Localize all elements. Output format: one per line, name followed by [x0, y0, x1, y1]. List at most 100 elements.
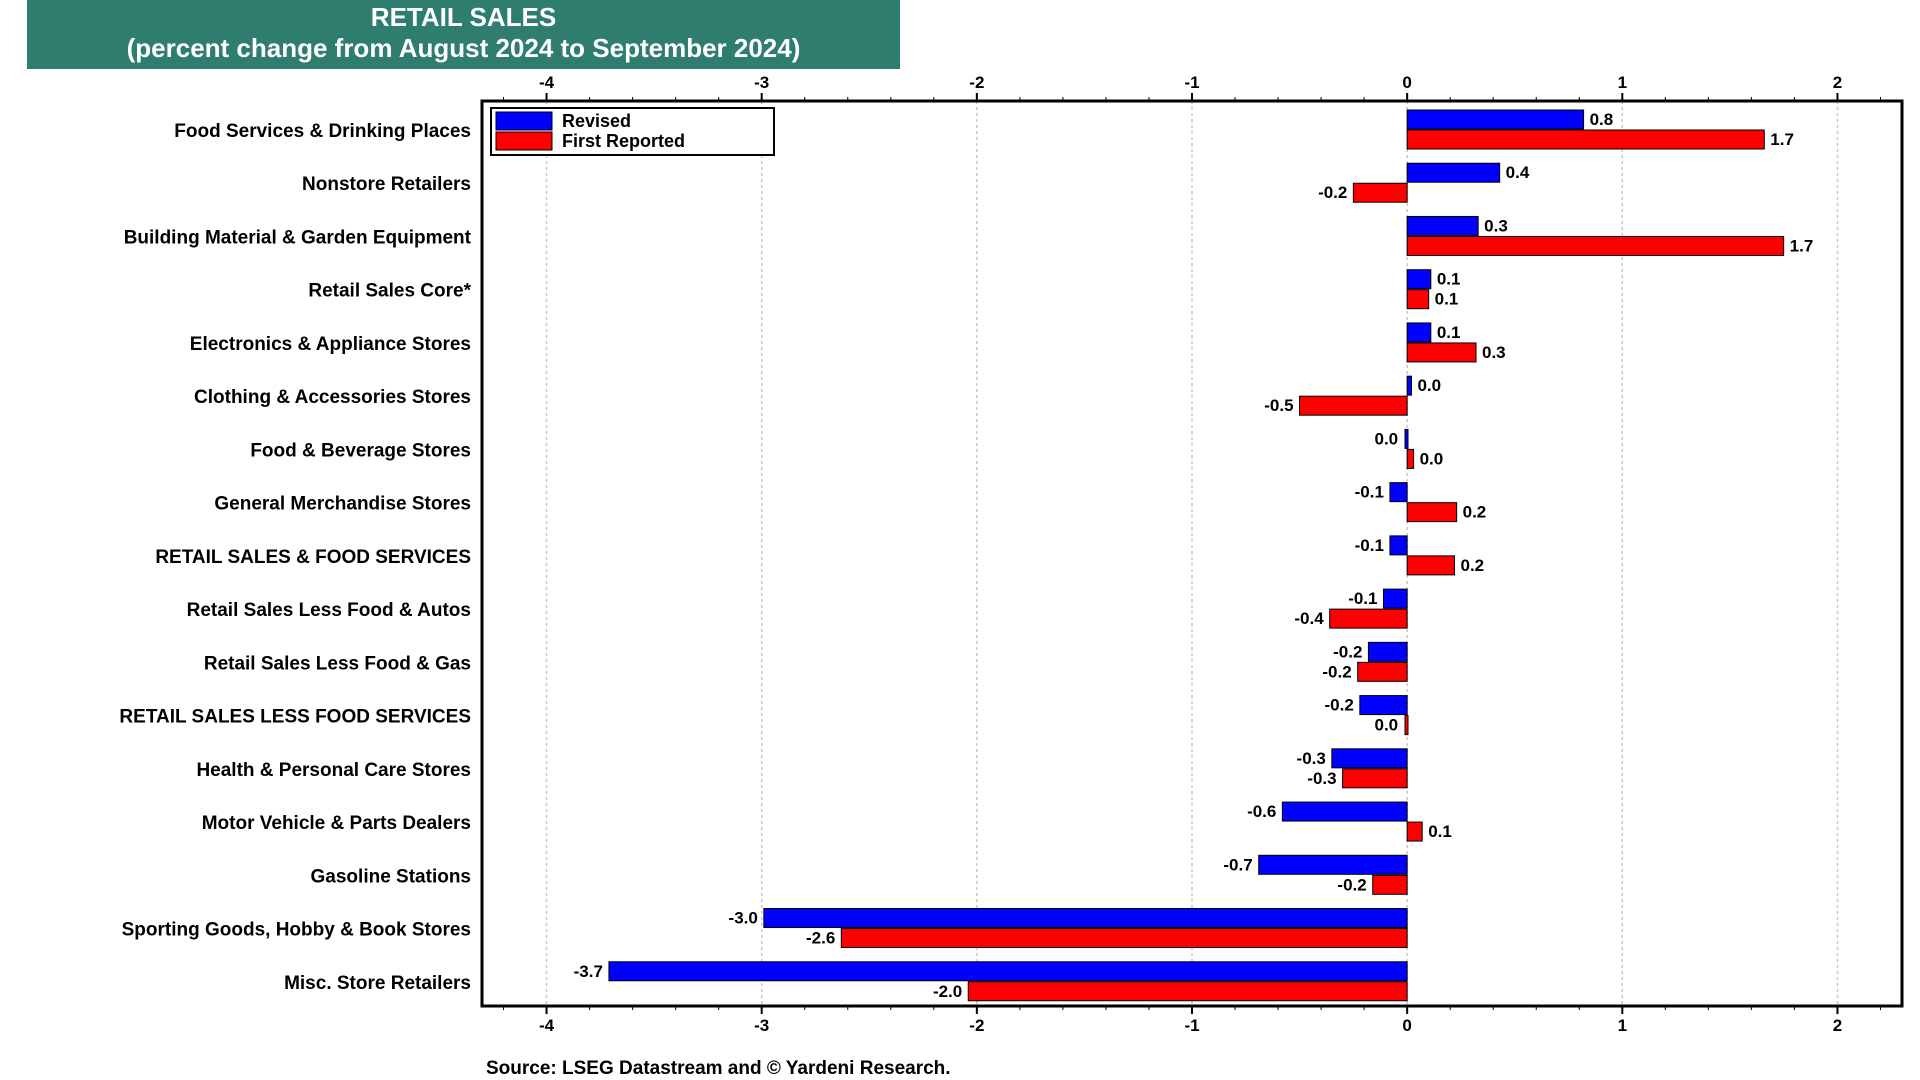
- category-label: Food & Beverage Stores: [250, 440, 471, 461]
- category-label: Sporting Goods, Hobby & Book Stores: [122, 920, 471, 941]
- legend: Revised First Reported: [490, 107, 775, 156]
- data-label-revised: -0.2: [1325, 696, 1354, 715]
- bar-revised: [1367, 641, 1408, 662]
- bar-first-reported: [1329, 608, 1408, 629]
- bar-first-reported: [840, 928, 1408, 949]
- data-label-revised: 0.1: [1437, 270, 1461, 289]
- data-label-first-reported: 0.0: [1375, 716, 1399, 735]
- bar-revised: [1406, 215, 1479, 236]
- x-tick-label-top: -2: [969, 73, 984, 92]
- bar-first-reported: [1372, 874, 1408, 895]
- category-label: Retail Sales Less Food & Gas: [204, 653, 471, 674]
- data-label-revised: -0.2: [1333, 642, 1362, 661]
- data-label-revised: -3.7: [574, 962, 603, 981]
- bar-first-reported: [1406, 289, 1430, 310]
- bar-revised: [1281, 801, 1408, 822]
- x-tick-label-bottom: 1: [1618, 1016, 1627, 1035]
- category-label: Health & Personal Care Stores: [196, 760, 471, 781]
- x-tick-label-bottom: -2: [969, 1016, 984, 1035]
- category-label: Building Material & Garden Equipment: [124, 227, 472, 248]
- data-label-revised: 0.0: [1375, 429, 1399, 448]
- bar-revised: [1382, 588, 1408, 609]
- data-label-revised: 0.4: [1506, 163, 1530, 182]
- x-tick-label-top: 0: [1402, 73, 1411, 92]
- data-label-first-reported: -0.3: [1307, 769, 1336, 788]
- bar-revised: [1406, 269, 1432, 290]
- category-label: Nonstore Retailers: [302, 174, 471, 195]
- data-label-first-reported: 1.7: [1770, 130, 1794, 149]
- data-label-revised: -3.0: [729, 909, 758, 928]
- x-tick-label-top: -1: [1184, 73, 1199, 92]
- bar-revised: [1389, 535, 1408, 556]
- data-label-first-reported: -2.0: [933, 982, 962, 1001]
- data-label-first-reported: 0.0: [1420, 449, 1444, 468]
- data-label-first-reported: -0.2: [1322, 662, 1351, 681]
- chart-subtitle: (percent change from August 2024 to Sept…: [126, 33, 801, 63]
- bar-first-reported: [1357, 661, 1408, 682]
- bar-revised: [608, 961, 1408, 982]
- bar-revised: [1404, 428, 1409, 449]
- x-tick-label-top: 2: [1833, 73, 1842, 92]
- data-label-revised: -0.1: [1355, 536, 1384, 555]
- data-label-revised: -0.6: [1247, 802, 1276, 821]
- category-label: Gasoline Stations: [311, 866, 471, 887]
- x-tick-label-top: -4: [539, 73, 555, 92]
- data-label-first-reported: 0.3: [1482, 343, 1506, 362]
- category-label: Motor Vehicle & Parts Dealers: [202, 813, 471, 834]
- data-label-revised: -0.1: [1355, 483, 1384, 502]
- bar-revised: [1389, 482, 1408, 503]
- bar-first-reported: [1406, 502, 1458, 523]
- category-label: Food Services & Drinking Places: [174, 121, 471, 142]
- bar-revised: [763, 908, 1408, 929]
- data-label-first-reported: -0.5: [1264, 396, 1293, 415]
- x-tick-label-bottom: -3: [754, 1016, 769, 1035]
- category-label: Misc. Store Retailers: [284, 973, 471, 994]
- legend-swatch-first-reported: [495, 131, 553, 151]
- bar-first-reported: [1352, 182, 1408, 203]
- bar-first-reported: [1404, 715, 1409, 736]
- data-label-first-reported: -0.2: [1337, 875, 1366, 894]
- x-tick-label-bottom: 0: [1402, 1016, 1411, 1035]
- bar-revised: [1331, 748, 1408, 769]
- data-label-revised: -0.7: [1223, 855, 1252, 874]
- chart-title-box: RETAIL SALES (percent change from August…: [27, 0, 900, 69]
- category-labels: Food Services & Drinking Places Nonstore …: [119, 121, 471, 994]
- bar-revised: [1406, 109, 1585, 130]
- bar-first-reported: [1406, 821, 1423, 842]
- source-note: Source: LSEG Datastream and © Yardeni Re…: [486, 1058, 951, 1079]
- bar-revised: [1359, 695, 1408, 716]
- data-label-revised: 0.0: [1417, 376, 1441, 395]
- data-label-first-reported: 0.2: [1460, 556, 1484, 575]
- bars: 0.81.70.4-0.20.31.70.10.10.10.30.0-0.50.…: [574, 109, 1814, 1002]
- data-label-revised: 0.1: [1437, 323, 1461, 342]
- category-label: RETAIL SALES LESS FOOD SERVICES: [119, 707, 471, 728]
- chart-title: RETAIL SALES: [370, 2, 557, 32]
- x-tick-label-top: 1: [1618, 73, 1627, 92]
- bar-first-reported: [1299, 395, 1408, 416]
- data-label-first-reported: 1.7: [1790, 236, 1814, 255]
- data-label-first-reported: 0.2: [1463, 503, 1487, 522]
- category-label: Retail Sales Less Food & Autos: [187, 600, 471, 621]
- bar-revised: [1406, 375, 1412, 396]
- bar-revised: [1406, 322, 1432, 343]
- category-label: RETAIL SALES & FOOD SERVICES: [155, 547, 471, 568]
- bar-first-reported: [1342, 768, 1408, 789]
- x-tick-label-bottom: 2: [1833, 1016, 1842, 1035]
- legend-label-first-reported: First Reported: [562, 131, 685, 151]
- category-label: General Merchandise Stores: [214, 494, 471, 515]
- data-label-first-reported: 0.1: [1428, 822, 1452, 841]
- data-label-first-reported: -0.4: [1294, 609, 1324, 628]
- data-label-revised: 0.3: [1484, 216, 1508, 235]
- data-label-first-reported: -2.6: [806, 929, 835, 948]
- data-label-revised: 0.8: [1590, 110, 1614, 129]
- x-tick-label-bottom: -4: [539, 1016, 555, 1035]
- x-tick-label-top: -3: [754, 73, 769, 92]
- legend-label-revised: Revised: [562, 111, 631, 131]
- data-label-first-reported: 0.1: [1435, 290, 1459, 309]
- category-label: Electronics & Appliance Stores: [190, 334, 471, 355]
- plot-frame: [480, 99, 1904, 1008]
- bar-first-reported: [1406, 235, 1785, 256]
- bar-first-reported: [1406, 448, 1415, 469]
- bar-first-reported: [1406, 342, 1477, 363]
